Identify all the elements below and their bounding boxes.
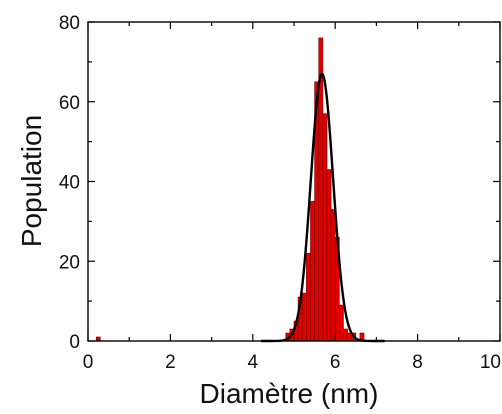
x-tick-label: 2 (165, 352, 176, 373)
x-tick-label: 0 (83, 352, 94, 373)
x-tick-label: 6 (330, 352, 341, 373)
y-tick-label: 80 (59, 13, 80, 34)
histogram-bar (310, 201, 315, 342)
x-tick-label: 8 (412, 352, 423, 373)
histogram-bar (326, 169, 332, 342)
histogram-bar (322, 113, 328, 342)
y-tick-label: 0 (69, 332, 80, 353)
histogram-bar (301, 292, 307, 342)
y-tick-label: 60 (59, 93, 80, 114)
tick-labels: 0 2 4 6 8 10 0 20 40 60 80 (59, 13, 501, 373)
histogram-bar (339, 304, 344, 342)
histogram-bar (330, 209, 336, 342)
x-tick-label: 10 (480, 352, 501, 373)
y-tick-label: 20 (59, 252, 80, 273)
histogram-bar (343, 328, 348, 342)
histogram-bar (306, 252, 311, 342)
y-tick-label: 40 (59, 173, 80, 194)
plot-frame (87, 21, 501, 342)
axis-ticks (87, 21, 501, 342)
x-tick-label: 4 (248, 352, 259, 373)
x-axis-title: Diamètre (nm) (200, 378, 379, 409)
y-axis-title: Population (16, 115, 47, 247)
